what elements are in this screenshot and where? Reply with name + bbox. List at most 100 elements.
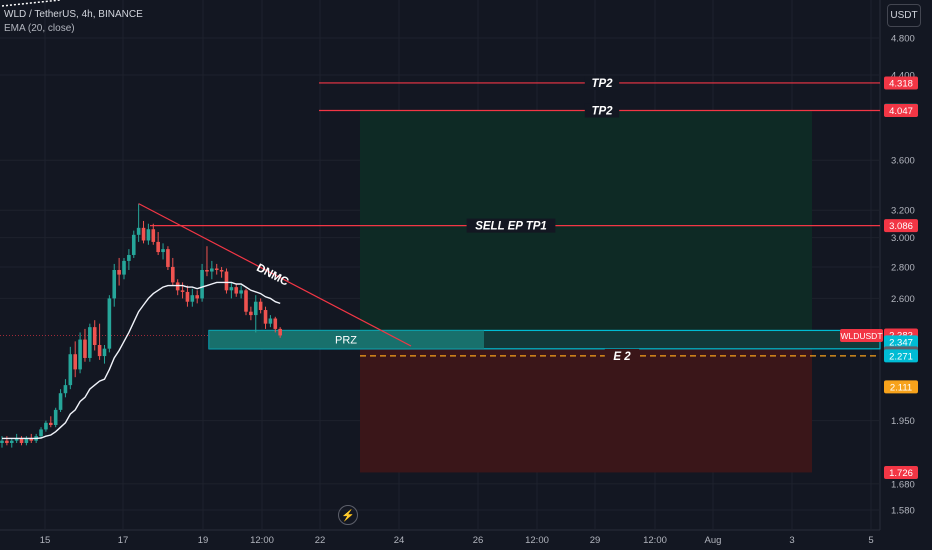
candle-body <box>180 290 185 292</box>
x-tick-label: 3 <box>789 535 794 546</box>
drawing-dotted-stroke <box>1 0 61 7</box>
x-tick-label: 24 <box>394 535 405 546</box>
candle-body <box>214 268 219 270</box>
candle-body <box>83 339 87 358</box>
level-label: TP2 <box>591 105 613 117</box>
candle-body <box>0 440 4 443</box>
candle-body <box>166 249 170 267</box>
candle-body <box>210 268 214 272</box>
candle-body <box>92 327 97 346</box>
candle-body <box>136 227 141 235</box>
y-tick-label: 1.950 <box>891 416 915 427</box>
y-tick-label: 4.800 <box>891 34 915 45</box>
y-tick-label: 2.800 <box>891 262 915 273</box>
level-label-bg <box>584 103 620 118</box>
candle-body <box>278 328 282 336</box>
x-tick-label: Aug <box>705 535 722 546</box>
price-tag <box>884 335 918 349</box>
candle-body <box>224 271 229 291</box>
candle-body <box>49 422 53 426</box>
candle-body <box>102 348 107 357</box>
x-tick-label: 12:00 <box>525 535 549 546</box>
candle-body <box>263 310 268 324</box>
trendline <box>138 203 412 347</box>
candle-body <box>24 438 29 443</box>
level-label-bg <box>466 218 556 233</box>
candle-body <box>63 385 68 394</box>
prz-label: PRZ <box>335 335 357 347</box>
indicator-legend[interactable]: EMA (20, close) <box>4 23 75 34</box>
ema-line <box>2 281 281 440</box>
candle-body <box>229 287 234 291</box>
price-tag <box>884 349 918 363</box>
candle-body <box>249 311 253 316</box>
lightning-icon[interactable]: ⚡ <box>338 505 358 525</box>
y-tick-label: 3.600 <box>891 156 915 167</box>
y-tick-label: 3.000 <box>891 233 915 244</box>
y-tick-label: 1.680 <box>891 479 915 490</box>
candle-body <box>9 440 14 443</box>
candle-body <box>131 234 136 255</box>
candle-body <box>200 269 204 299</box>
price-tag-label: 2.111 <box>890 382 912 393</box>
x-tick-label: 26 <box>473 535 484 546</box>
y-tick-label: 1.580 <box>891 506 915 517</box>
symbol-tag-label: WLDUSDT <box>840 331 882 341</box>
x-tick-label: 29 <box>590 535 601 546</box>
candle-body <box>161 249 165 253</box>
candle-body <box>53 409 58 426</box>
y-tick-label: 4.400 <box>891 70 915 81</box>
level-label: SELL EP TP1 <box>475 221 547 233</box>
currency-button[interactable]: USDT <box>887 4 921 27</box>
candle-body <box>112 269 117 299</box>
x-tick-label: 12:00 <box>643 535 667 546</box>
price-tag-label: 3.086 <box>889 221 913 232</box>
candle-body <box>239 290 243 294</box>
x-tick-label: 15 <box>40 535 51 546</box>
symbol-title: WLD / TetherUS, 4h, BINANCE <box>4 9 143 20</box>
prz-box-fill <box>209 330 484 349</box>
candle-body <box>273 318 278 329</box>
candle-body <box>171 266 175 283</box>
candle-body <box>185 291 190 302</box>
candle-body <box>175 282 180 291</box>
candle-body <box>117 269 121 275</box>
candle-body <box>122 260 126 275</box>
candle-body <box>244 290 248 312</box>
candle-body <box>190 295 195 302</box>
candle-body <box>44 422 48 430</box>
candle-body <box>78 339 82 370</box>
y-tick-label: 3.200 <box>891 206 915 217</box>
candle-body <box>88 327 92 358</box>
level-label: E 2 <box>613 351 631 363</box>
level-label-bg <box>584 75 620 90</box>
price-tag <box>884 380 918 394</box>
candle-body <box>97 345 102 357</box>
candle-body <box>234 287 239 294</box>
price-tag-label: 2.347 <box>889 337 913 348</box>
price-tag-label: 4.047 <box>889 106 913 117</box>
candle-body <box>219 269 224 272</box>
x-tick-label: 19 <box>198 535 209 546</box>
symbol-tag <box>840 328 883 342</box>
candle-body <box>68 354 73 386</box>
price-tag-label: 2.271 <box>889 351 913 362</box>
x-tick-label: 17 <box>118 535 129 546</box>
candle-body <box>14 438 19 441</box>
candle-body <box>127 254 131 261</box>
candle-body <box>205 269 209 272</box>
level-label: TP2 <box>591 78 613 90</box>
x-tick-label: 12:00 <box>250 535 274 546</box>
price-tag <box>884 103 918 117</box>
price-tag <box>884 219 918 233</box>
candle-body <box>151 229 156 242</box>
candle-body <box>268 318 273 324</box>
candle-body <box>19 438 24 443</box>
price-tag <box>884 465 918 479</box>
candle-body <box>29 438 34 441</box>
price-tag <box>884 76 918 90</box>
candle-body <box>58 393 63 410</box>
price-tag-label: 1.726 <box>889 468 913 479</box>
stop-zone <box>360 341 812 473</box>
